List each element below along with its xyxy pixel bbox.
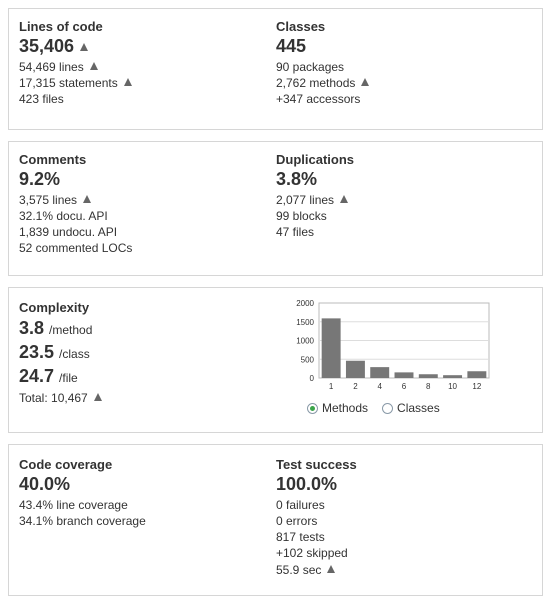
- bar-8: [418, 374, 438, 378]
- complexity-widget: Complexity 3.8 /method 23.5 /class 24.7 …: [19, 300, 102, 406]
- methods-radio-label[interactable]: Methods: [322, 401, 369, 415]
- lines-of-code-number[interactable]: 35,406: [19, 36, 75, 56]
- x-tick-label: 10: [448, 382, 457, 391]
- trend-up-icon: [361, 78, 370, 86]
- coverage-widget: Code coverage 40.0% 43.4% line coverage …: [19, 457, 146, 529]
- line-coverage[interactable]: 43.4% line coverage: [19, 498, 128, 512]
- complexity-per-file[interactable]: 24.7 /file: [19, 366, 102, 386]
- complexity-title: Complexity: [19, 300, 90, 315]
- trend-up-icon: [80, 43, 89, 51]
- y-tick-label: 1500: [296, 318, 314, 327]
- tests-widget: Test success 100.0% 0 failures 0 errors …: [276, 457, 357, 578]
- statements[interactable]: 17,315 statements: [19, 75, 132, 91]
- coverage-title: Code coverage: [19, 457, 113, 472]
- radio-icon[interactable]: [382, 402, 394, 414]
- test-failures[interactable]: 0 failures: [276, 498, 325, 512]
- comments-panel: Comments 9.2% 3,575 lines 32.1% docu. AP…: [8, 141, 543, 276]
- methods-text[interactable]: 2,762 methods: [276, 76, 356, 90]
- x-tick-label: 8: [426, 382, 431, 391]
- x-tick-label: 12: [472, 382, 481, 391]
- classes-radio[interactable]: Classes: [382, 401, 440, 415]
- comment-lines-text[interactable]: 3,575 lines: [19, 193, 78, 207]
- packages[interactable]: 90 packages: [276, 60, 345, 74]
- comments-density[interactable]: 9.2%: [19, 169, 61, 189]
- lines-of-code-value[interactable]: 35,406: [19, 36, 132, 56]
- methods-radio[interactable]: Methods: [307, 401, 368, 415]
- per-method-unit: /method: [49, 323, 93, 337]
- bar-6: [394, 372, 414, 378]
- duplicated-files[interactable]: 47 files: [276, 225, 315, 239]
- complexity-total[interactable]: Total: 10,467: [19, 390, 102, 406]
- size-widget: Lines of code 35,406 54,469 lines 17,315…: [19, 19, 132, 107]
- complexity-distribution-chart: 2000 1500 1000 500 0 1 2 4 6 8 10 12: [277, 298, 497, 423]
- comments-widget: Comments 9.2% 3,575 lines 32.1% docu. AP…: [19, 152, 132, 256]
- duplicated-lines-text[interactable]: 2,077 lines: [276, 193, 335, 207]
- size-panel: Lines of code 35,406 54,469 lines 17,315…: [8, 8, 543, 130]
- test-success-value[interactable]: 100.0%: [276, 474, 338, 494]
- branch-coverage[interactable]: 34.1% branch coverage: [19, 514, 146, 528]
- skipped-tests[interactable]: +102 skipped: [276, 546, 348, 560]
- bar-12: [467, 371, 487, 378]
- x-tick-label: 4: [377, 382, 382, 391]
- comment-lines[interactable]: 3,575 lines: [19, 192, 132, 208]
- physical-lines[interactable]: 54,469 lines: [19, 59, 132, 75]
- duplications-widget: Duplications 3.8% 2,077 lines 99 blocks …: [276, 152, 354, 240]
- classes-widget: Classes 445 90 packages 2,762 methods +3…: [276, 19, 370, 107]
- undocu-api[interactable]: 1,839 undocu. API: [19, 225, 118, 239]
- x-tick-label: 6: [402, 382, 407, 391]
- size-title: Lines of code: [19, 19, 103, 34]
- test-duration-text[interactable]: 55.9 sec: [276, 563, 322, 577]
- complexity-per-class[interactable]: 23.5 /class: [19, 342, 102, 362]
- bar-4: [370, 367, 390, 378]
- duplicated-lines[interactable]: 2,077 lines: [276, 192, 354, 208]
- classes-value[interactable]: 445: [276, 36, 307, 56]
- physical-lines-text[interactable]: 54,469 lines: [19, 60, 84, 74]
- files[interactable]: 423 files: [19, 92, 64, 106]
- trend-up-icon: [327, 565, 336, 573]
- complexity-total-text[interactable]: Total: 10,467: [19, 391, 88, 405]
- methods[interactable]: 2,762 methods: [276, 75, 370, 91]
- x-tick-label: 1: [329, 382, 334, 391]
- complexity-panel: Complexity 3.8 /method 23.5 /class 24.7 …: [8, 287, 543, 433]
- duplications-title: Duplications: [276, 152, 355, 167]
- y-tick-label: 0: [310, 374, 315, 383]
- per-class-unit: /class: [59, 347, 90, 361]
- coverage-value[interactable]: 40.0%: [19, 474, 71, 494]
- commented-locs[interactable]: 52 commented LOCs: [19, 241, 133, 255]
- trend-up-icon: [83, 195, 92, 203]
- trend-up-icon: [340, 195, 349, 203]
- per-file-unit: /file: [59, 371, 78, 385]
- x-tick-label: 2: [353, 382, 358, 391]
- statements-text[interactable]: 17,315 statements: [19, 76, 118, 90]
- complexity-per-method-value[interactable]: 3.8: [19, 318, 45, 338]
- radio-icon[interactable]: [307, 402, 318, 414]
- trend-up-icon: [123, 78, 132, 86]
- trend-up-icon: [93, 393, 102, 401]
- tests-title: Test success: [276, 457, 357, 472]
- classes-radio-label[interactable]: Classes: [397, 401, 440, 415]
- duplications-density[interactable]: 3.8%: [276, 169, 318, 189]
- classes-title: Classes: [276, 19, 326, 34]
- test-count[interactable]: 817 tests: [276, 530, 325, 544]
- trend-up-icon: [89, 62, 98, 70]
- y-tick-label: 2000: [296, 299, 314, 308]
- bar-10: [443, 375, 463, 378]
- chart-toggle: Methods Classes: [307, 401, 440, 415]
- complexity-per-method[interactable]: 3.8 /method: [19, 318, 102, 338]
- test-errors[interactable]: 0 errors: [276, 514, 318, 528]
- y-tick-label: 500: [301, 355, 315, 364]
- y-tick-label: 1000: [296, 337, 314, 346]
- test-duration[interactable]: 55.9 sec: [276, 562, 357, 578]
- coverage-panel: Code coverage 40.0% 43.4% line coverage …: [8, 444, 543, 596]
- bar-2: [345, 360, 365, 378]
- duplicated-blocks[interactable]: 99 blocks: [276, 209, 327, 223]
- comments-title: Comments: [19, 152, 87, 167]
- complexity-per-file-value[interactable]: 24.7: [19, 366, 55, 386]
- docu-api[interactable]: 32.1% docu. API: [19, 209, 108, 223]
- bar-1: [321, 318, 341, 378]
- complexity-per-class-value[interactable]: 23.5: [19, 342, 55, 362]
- accessors[interactable]: +347 accessors: [276, 92, 361, 106]
